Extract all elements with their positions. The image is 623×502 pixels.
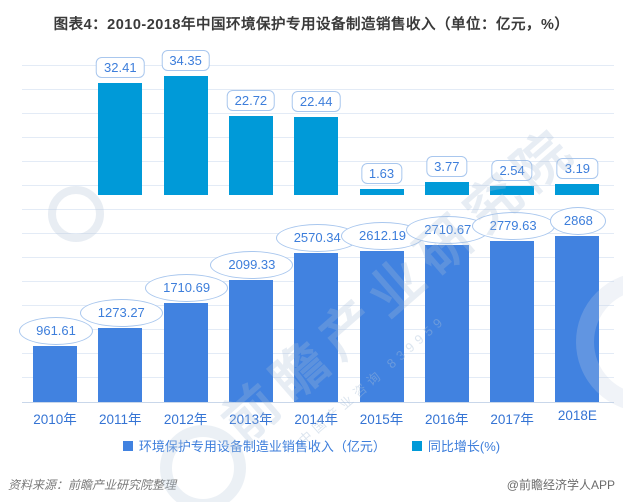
revenue-value-bubble: 2868 <box>550 207 607 235</box>
gridline <box>22 113 614 114</box>
revenue-bar <box>228 280 273 402</box>
revenue-bar <box>163 302 208 402</box>
legend-item-revenue: 环境保护专用设备制造业销售收入（亿元） <box>122 436 386 455</box>
gridline <box>22 209 614 210</box>
revenue-bar <box>555 236 600 402</box>
x-axis-label: 2015年 <box>359 412 404 427</box>
growth-swatch-icon <box>411 440 422 451</box>
x-axis-line <box>22 402 614 403</box>
x-axis-label: 2012年 <box>163 412 208 427</box>
legend-label-growth: 同比增长(%) <box>427 439 501 454</box>
x-axis-label: 2010年 <box>33 412 77 427</box>
x-axis-label: 2017年 <box>490 412 534 427</box>
chart-title: 图表4：2010-2018年中国环境保护专用设备制造销售收入（单位：亿元，%） <box>53 17 570 33</box>
legend-item-growth: 同比增长(%) <box>411 436 501 455</box>
revenue-bar <box>359 250 404 402</box>
growth-value-label: 1.63 <box>360 163 403 185</box>
revenue-swatch-icon <box>122 440 133 451</box>
growth-value-label: 22.44 <box>291 91 341 113</box>
x-axis-label: 2016年 <box>425 412 469 427</box>
revenue-bar <box>424 245 469 402</box>
revenue-value-bubble: 2710.67 <box>406 216 490 245</box>
growth-value-label: 32.41 <box>96 56 145 78</box>
x-axis-label: 2013年 <box>229 412 273 427</box>
footer-source: 资料来源：前瞻产业研究院整理 <box>8 478 177 492</box>
growth-bar <box>98 82 143 195</box>
growth-value-label: 3.19 <box>556 157 599 179</box>
revenue-bar <box>98 328 143 402</box>
revenue-value-bubble: 1710.69 <box>145 273 229 302</box>
revenue-value-bubble: 2779.63 <box>471 212 555 241</box>
growth-bar <box>359 189 404 195</box>
revenue-value-bubble: 961.61 <box>19 317 93 346</box>
growth-value-label: 34.35 <box>161 50 210 71</box>
legend: 环境保护专用设备制造业销售收入（亿元） 同比增长(%) <box>0 436 623 455</box>
revenue-bar <box>294 253 339 402</box>
growth-bar <box>163 76 208 195</box>
gridline <box>22 89 614 90</box>
growth-value-label: 22.72 <box>226 90 276 112</box>
growth-bar <box>424 181 469 195</box>
growth-value-label: 3.77 <box>426 155 468 177</box>
x-axis-label: 2011年 <box>99 412 142 427</box>
revenue-value-bubble: 2099.33 <box>210 251 294 280</box>
growth-bar <box>555 183 600 195</box>
gridline <box>22 65 614 66</box>
x-axis-label: 2014年 <box>294 412 338 427</box>
revenue-value-bubble: 1273.27 <box>79 299 163 328</box>
revenue-value-bubble: 2570.34 <box>275 224 359 253</box>
x-axis-label: 2018E <box>557 408 597 423</box>
growth-value-label: 2.54 <box>491 160 533 182</box>
legend-label-revenue: 环境保护专用设备制造业销售收入（亿元） <box>138 439 386 454</box>
growth-bar <box>490 186 535 195</box>
growth-bar <box>228 116 273 195</box>
growth-bar <box>294 117 339 195</box>
revenue-bar <box>33 346 77 402</box>
revenue-bar <box>490 241 535 402</box>
footer-brand: @前瞻经济学人APP <box>506 478 615 492</box>
